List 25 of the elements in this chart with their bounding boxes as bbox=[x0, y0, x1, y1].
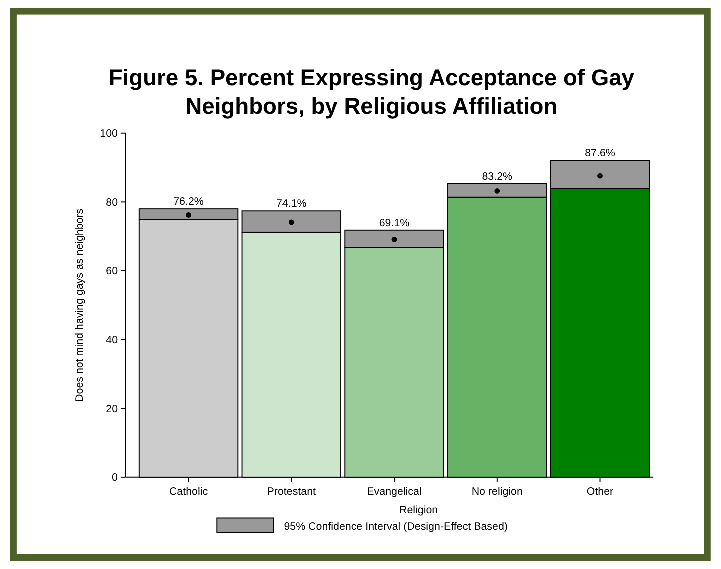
point bbox=[598, 173, 603, 179]
y-tick-label: 60 bbox=[106, 266, 118, 278]
y-tick-label: 20 bbox=[106, 403, 118, 416]
point bbox=[494, 188, 500, 194]
x-tick-label: Other bbox=[586, 486, 614, 498]
x-tick-label: Evangelical bbox=[367, 486, 422, 498]
point bbox=[186, 212, 192, 218]
y-tick-label: 40 bbox=[106, 334, 118, 347]
data-label: 76.2% bbox=[174, 196, 204, 208]
chart-title: Figure 5. Percent Expressing Acceptance of Gay Neighbors, by Religious Affiliation bbox=[108, 64, 635, 119]
point bbox=[392, 236, 398, 242]
text: 95% Confidence Interval (Design-Effect Based) bbox=[284, 520, 508, 533]
x-axis-title: Religion bbox=[400, 504, 438, 516]
data-label: 83.2% bbox=[482, 171, 514, 184]
y-tick-label: 80 bbox=[106, 196, 118, 209]
y-axis-title: Does not mind having gays as neighbors bbox=[74, 208, 86, 402]
data-label: 74.1% bbox=[276, 198, 308, 210]
data-label: 69.1% bbox=[379, 218, 410, 230]
x-tick-label: Catholic bbox=[169, 486, 209, 498]
point bbox=[288, 220, 294, 226]
y-tick-label: 100 bbox=[100, 128, 118, 140]
y-tick-label: 0 bbox=[112, 472, 118, 484]
data-label: 87.6% bbox=[585, 148, 616, 160]
x-tick-label: Protestant bbox=[267, 486, 316, 498]
x-tick-label: No religion bbox=[472, 486, 523, 498]
